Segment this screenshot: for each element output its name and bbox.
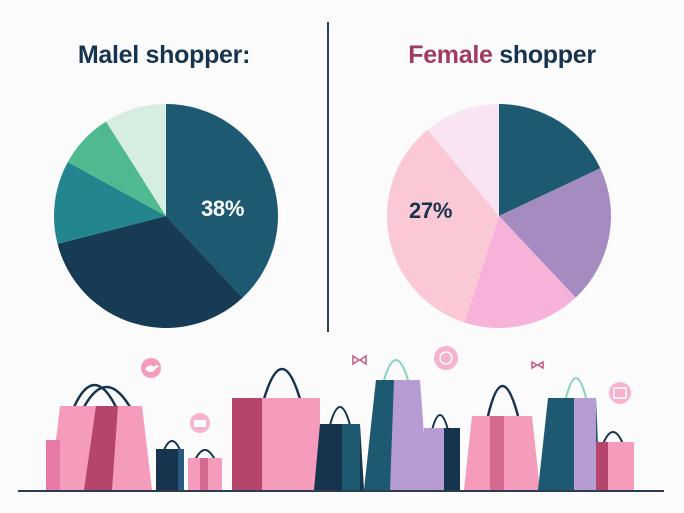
pink-bag [464,384,540,490]
pie-slice-2 [499,168,611,298]
shopper-title-word: shopper [492,41,596,69]
pink-bag [232,367,320,490]
lavender-bag [364,359,428,490]
pie-slice-4 [386,129,499,323]
female-chart-title: Female shopper [352,38,652,72]
teal-bag [314,406,364,490]
female-title-word: Female [408,41,493,69]
pink-bag [46,440,60,490]
pink-bag [188,449,222,490]
tag-icon [609,382,631,404]
female-pie-chart [386,104,611,329]
pie-slice-1 [166,104,278,298]
female-slice-label: 27% [409,198,453,223]
pie-slice-2 [57,216,243,328]
bird-icon [141,358,161,378]
navy-bag [156,440,184,490]
lavender-bag [424,414,460,490]
pie-slice-5 [105,104,166,216]
male-slice-label: 38% [201,196,245,221]
pink-bag [596,431,634,490]
pie-slice-3 [464,216,576,329]
male-chart-title: Malel shopper: [77,41,251,69]
tag-icon [434,346,458,370]
male-pie-chart [53,104,278,328]
pie-slice-1 [499,104,601,216]
shopping-bags-illustration [18,346,664,492]
gift-icon [190,413,210,433]
pie-slice-4 [67,121,166,216]
pie-slice-3 [53,162,166,244]
teal-bag [538,377,600,490]
center-divider [327,22,329,332]
bow-icon [531,360,544,370]
bow-icon [352,354,367,366]
pie-slice-5 [427,104,499,216]
pink-bag [50,384,152,490]
